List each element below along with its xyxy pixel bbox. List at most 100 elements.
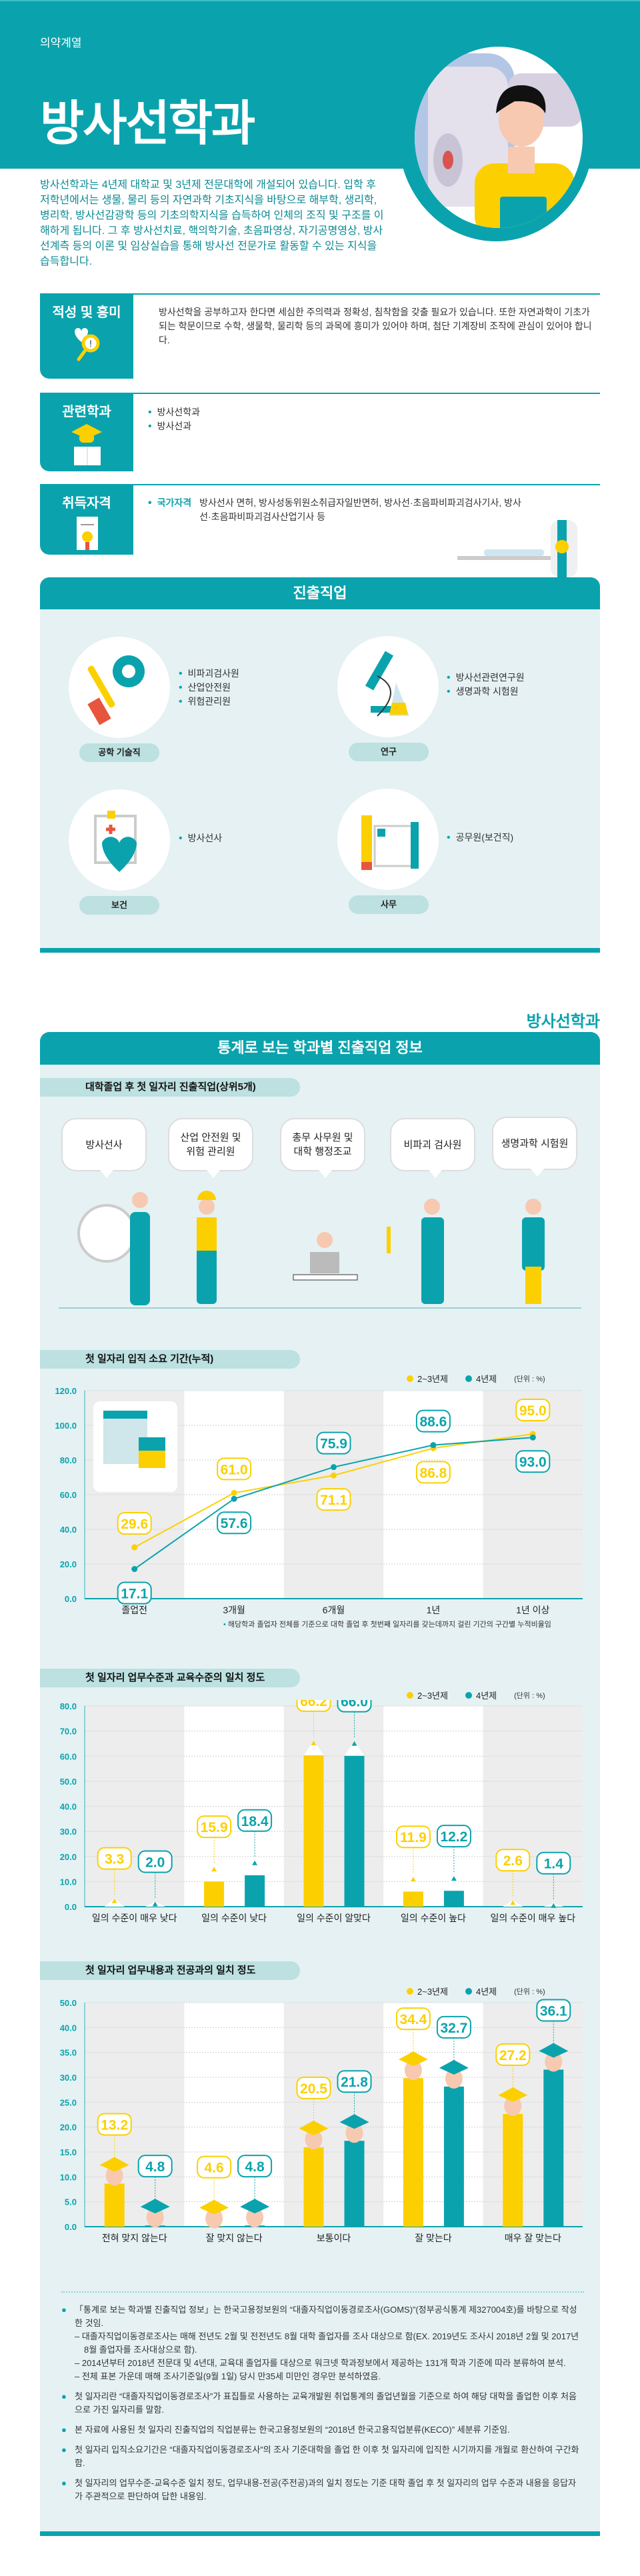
graduate-face bbox=[305, 2129, 323, 2149]
chart3-legend: 2~3년제 4년제 (단위 : %) bbox=[407, 1985, 545, 1997]
x-tick-label: 일의 수준이 알맞다 bbox=[297, 1913, 371, 1923]
legend-label: 4년제 bbox=[475, 1691, 497, 1701]
bar-pencil bbox=[344, 1755, 365, 1907]
column-background bbox=[283, 2003, 384, 2227]
y-tick-label: 20.0 bbox=[60, 1852, 77, 1862]
legend-label: 2~3년제 bbox=[417, 1987, 448, 1997]
data-label-box bbox=[436, 1825, 471, 1848]
graduate-face bbox=[504, 2095, 522, 2116]
office-clerk-figure-icon bbox=[293, 1232, 358, 1281]
y-tick-label: 25.0 bbox=[60, 2097, 77, 2107]
scientist-figure-icon bbox=[522, 1199, 545, 1304]
x-tick-label: 1년 이상 bbox=[516, 1605, 549, 1615]
data-label: 88.6 bbox=[419, 1415, 447, 1430]
y-tick-label: 50.0 bbox=[60, 1777, 77, 1787]
bar-pencil bbox=[303, 1755, 324, 1907]
graduation-cap-icon bbox=[140, 2199, 170, 2214]
x-tick-label: 매우 잘 맞는다 bbox=[505, 2233, 561, 2243]
data-point bbox=[529, 1434, 536, 1441]
footnote-body: 「통계로 보는 학과별 진출직업 정보」는 한국고용정보원의 “대졸자직업이동경… bbox=[75, 2303, 584, 2383]
y-tick-label: 10.0 bbox=[60, 2172, 77, 2182]
data-label: 2.6 bbox=[503, 1853, 523, 1869]
y-tick-label: 60.0 bbox=[60, 1751, 77, 1761]
related-list: 방사선학과 방사선과 bbox=[148, 405, 200, 433]
pencil-lead bbox=[211, 1867, 217, 1872]
line-chart: 졸업전 3개월 6개월 1년 1년 이상 0.0 20.0 40.0 60.0 80.0 100.0… bbox=[55, 1386, 583, 1615]
x-tick-label: 일의 수준이 매우 높다 bbox=[491, 1913, 576, 1923]
data-label: 61.0 bbox=[221, 1462, 248, 1477]
graduate-face bbox=[345, 2123, 363, 2143]
related-item: 방사선과 bbox=[148, 419, 200, 433]
safety-officer-figure-icon bbox=[197, 1191, 217, 1304]
x-tick-label: 일의 수준이 높다 bbox=[401, 1913, 466, 1923]
top5-bubble: 비파괴 검사원 bbox=[390, 1118, 475, 1178]
data-point bbox=[231, 1495, 237, 1502]
x-tick-label: 잘 맞는다 bbox=[415, 2233, 452, 2243]
unit-label: (단위 : %) bbox=[514, 1375, 545, 1383]
data-label: 4.8 bbox=[245, 2159, 265, 2175]
footnote: ● 첫 일자리란 “대졸자직업이동경로조사”가 표집틀로 사용하는 교육개발원 취… bbox=[61, 2390, 584, 2417]
footnote-text: 첫 일자리의 업무수준-교육수준 일치 정도, 업무내용-전공(주전공)과의 일… bbox=[75, 2478, 577, 2501]
legend-label: 4년제 bbox=[475, 1374, 497, 1384]
pencil-tip bbox=[245, 1860, 265, 1875]
legend-marker bbox=[465, 1987, 472, 1995]
graduation-cap-icon bbox=[240, 2199, 270, 2214]
data-label-box bbox=[237, 1809, 273, 1832]
column-background bbox=[383, 1706, 483, 1907]
stats-header: 통계로 보는 학과별 진출직업 정보 bbox=[40, 1032, 600, 1065]
data-label-box bbox=[97, 1847, 132, 1870]
career-list: 방사선사 bbox=[179, 831, 223, 845]
top5-bubble: 생명과학 시험원 bbox=[492, 1117, 577, 1177]
data-label-box bbox=[296, 1700, 331, 1712]
bar-graduate bbox=[303, 2147, 324, 2227]
footnote-text: 본 자료에 사용된 첫 일자리 진출직업의 직업분류는 한국고용정보원의 “20… bbox=[75, 2425, 510, 2435]
y-tick-label: 15.0 bbox=[60, 2147, 77, 2157]
section-divider bbox=[40, 293, 600, 295]
bar-pencil bbox=[403, 1891, 423, 1907]
data-label: 93.0 bbox=[519, 1455, 547, 1470]
data-label: 66.2 bbox=[300, 1700, 327, 1709]
graduation-cap-icon bbox=[339, 2114, 369, 2129]
x-tick-label: 일의 수준이 매우 낮다 bbox=[92, 1913, 177, 1923]
pencil-lead bbox=[111, 1898, 117, 1903]
career-list: 방사선관련연구원 생명과학 시험원 bbox=[447, 671, 525, 699]
microscope-icon bbox=[337, 636, 439, 737]
bullet-icon: ● bbox=[61, 2391, 67, 2401]
careers-header: 진출직업 bbox=[40, 577, 600, 609]
bar-pencil bbox=[245, 1875, 265, 1907]
y-tick-label: 80.0 bbox=[60, 1455, 77, 1465]
chart1-legend: 2~3년제 4년제 (단위 : %) bbox=[407, 1372, 545, 1385]
y-tick-label: 20.0 bbox=[60, 1559, 77, 1569]
data-label: 1.4 bbox=[544, 1857, 564, 1872]
career-item: 방사선관련연구원 bbox=[447, 671, 525, 685]
workers-illustration bbox=[59, 1191, 581, 1309]
data-point bbox=[131, 1566, 138, 1573]
graduation-cap-icon bbox=[439, 2059, 469, 2075]
data-label-box bbox=[217, 1457, 252, 1481]
bar-chart: 일의 수준이 매우 낮다 일의 수준이 낮다 일의 수준이 알맞다 일의 수준이 높다… bbox=[60, 1700, 583, 1923]
graduation-cap-icon bbox=[299, 2120, 329, 2135]
bar-graduate bbox=[503, 2113, 523, 2227]
data-label: 57.6 bbox=[221, 1516, 248, 1531]
x-tick-label: 잘 맞지 않는다 bbox=[206, 2233, 263, 2243]
footnote-sub: – 전체 표본 가운데 매해 조사기준일(9월 1일) 당시 만35세 미만인 … bbox=[75, 2371, 381, 2381]
data-label-box bbox=[337, 2070, 372, 2093]
data-label-box bbox=[337, 1700, 372, 1713]
data-label: 15.9 bbox=[201, 1820, 228, 1835]
radiographer-figure-icon bbox=[77, 1192, 150, 1305]
footnote-text: 첫 일자리 입직소요기간은 “대졸자직업이동경로조사”의 조사 기준대학을 졸업… bbox=[75, 2445, 579, 2468]
data-point bbox=[331, 1472, 337, 1479]
license-text: 방사선사 면허, 방사성동위원소취급자일반면허, 방사선·초음파비파괴검사기사,… bbox=[199, 497, 521, 522]
bullet-icon: ● bbox=[61, 2305, 67, 2315]
chart3-title: 첫 일자리 업무내용과 전공과의 일치 정도 bbox=[40, 1961, 300, 1980]
legend-marker bbox=[407, 1987, 413, 1995]
data-label-box bbox=[395, 2007, 431, 2031]
footnote-body: 첫 일자리 입직소요기간은 “대졸자직업이동경로조사”의 조사 기준대학을 졸업… bbox=[75, 2443, 584, 2470]
data-label-box bbox=[415, 1409, 451, 1433]
data-label: 4.8 bbox=[145, 2159, 165, 2175]
inspector-figure-icon bbox=[387, 1199, 444, 1304]
x-tick-label: 전혀 맞지 않는다 bbox=[102, 2233, 167, 2243]
column-background bbox=[85, 2003, 185, 2227]
graduate-face bbox=[445, 2068, 463, 2089]
